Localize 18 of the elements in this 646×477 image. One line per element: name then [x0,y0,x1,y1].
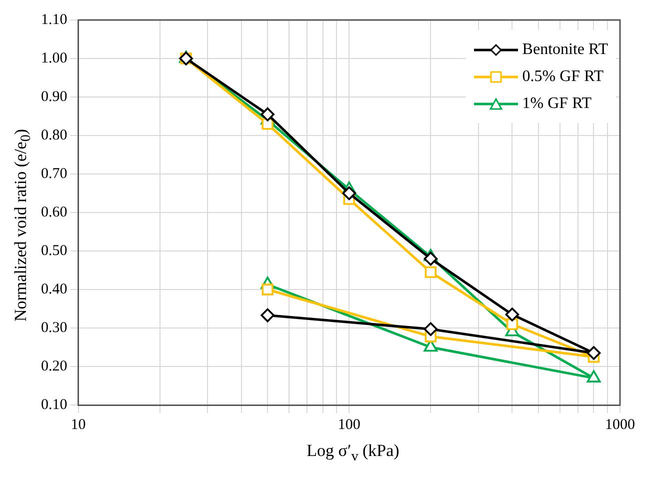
y-tick-label: 0.30 [41,320,68,336]
y-tick-label: 0.80 [41,127,68,144]
x-tick-label: 1000 [605,416,635,433]
y-tick-label: 0.70 [41,166,68,182]
legend-label: Bentonite RT [522,40,608,58]
y-tick-label: 0.10 [41,396,68,413]
legend-label: 0.5% GF RT [522,68,604,86]
y-tick-label: 0.20 [41,358,68,374]
x-tick-label: 100 [338,416,360,433]
y-tick-label: 0.90 [41,88,68,105]
x-tick-label: 10 [70,416,86,433]
y-tick-label: 1.10 [41,12,68,28]
y-tick-label: 0.60 [41,204,68,220]
x-axis-title: Log σ′$_{v}$ (kPa) [306,440,400,465]
y-tick-label: 0.50 [41,242,68,259]
y-tick-label: 0.40 [41,281,68,298]
y-tick-label: 1.00 [41,50,68,66]
legend-label: 1% GF RT [522,94,592,112]
